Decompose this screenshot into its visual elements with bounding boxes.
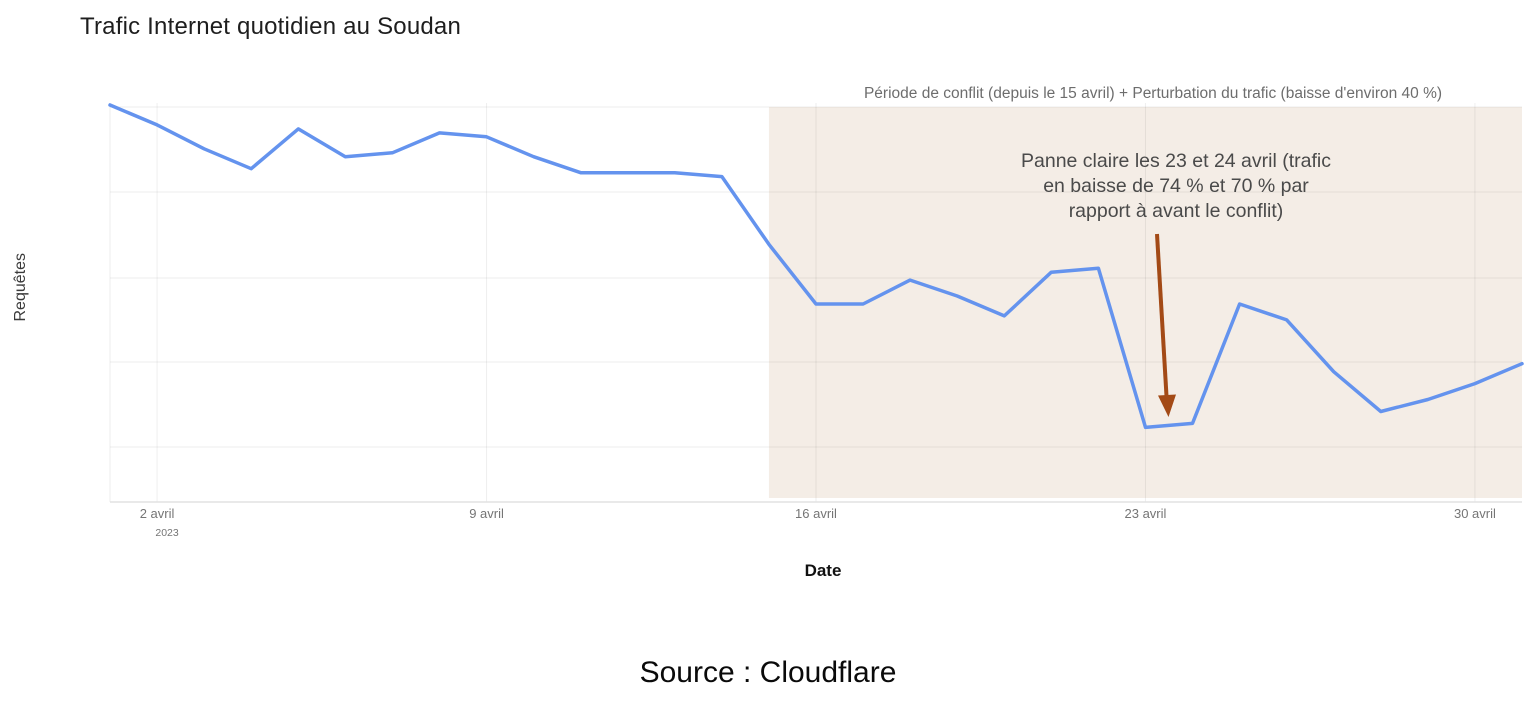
source-caption: Source : Cloudflare: [639, 656, 897, 689]
traffic-line: [108, 103, 1524, 430]
x-tick-label: 30 avril: [1453, 506, 1496, 521]
x-tick-label: 2 avril: [139, 506, 175, 521]
outage-annotation-line-2: en baisse de 74 % et 70 % par: [1043, 175, 1309, 197]
chart-title: Trafic Internet quotidien au Soudan: [80, 13, 462, 40]
conflict-period-note: Période de conflit (depuis le 15 avril) …: [863, 85, 1443, 102]
outage-annotation: Panne claire les 23 et 24 avril (trafic …: [996, 149, 1356, 224]
outage-arrow-shaft: [1155, 233, 1169, 397]
x-tick-label: 9 avril: [469, 506, 504, 521]
y-axis-label: Requêtes: [12, 253, 29, 322]
conflict-shade-region: [768, 107, 1522, 498]
x-axis-label: Date: [804, 561, 842, 580]
outage-arrow-head: [1158, 394, 1176, 417]
line-chart: [108, 103, 1524, 503]
outage-annotation-line-1: Panne claire les 23 et 24 avril (trafic: [1021, 150, 1331, 172]
x-tick-label: 23 avril: [1124, 506, 1167, 521]
x-tick-label: 16 avril: [795, 506, 837, 521]
outage-annotation-line-3: rapport à avant le conflit): [1068, 200, 1284, 222]
year-label: 2023: [155, 527, 179, 539]
